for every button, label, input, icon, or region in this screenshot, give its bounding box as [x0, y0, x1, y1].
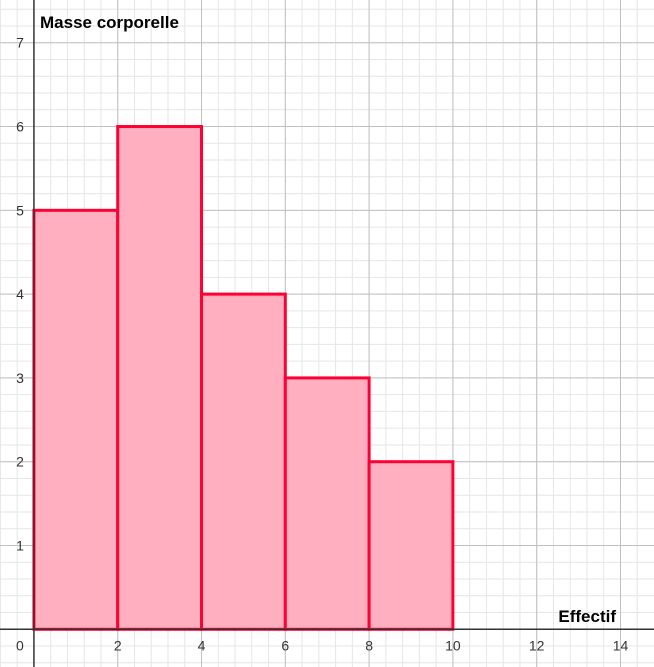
x-tick-label: 2: [114, 637, 122, 653]
y-axis-label: Masse corporelle: [40, 13, 179, 32]
y-tick-label: 5: [16, 202, 24, 218]
y-tick-label: 3: [16, 370, 24, 386]
histogram-bar-1: [116, 125, 204, 631]
x-tick-label: 0: [16, 637, 24, 653]
histogram-bar-4: [367, 460, 455, 631]
y-tick-label: 6: [16, 119, 24, 135]
x-tick-label: 6: [281, 637, 289, 653]
bars: [32, 125, 455, 631]
x-axis-label: Effectif: [558, 607, 616, 626]
histogram-bar-2: [200, 292, 287, 631]
x-tick-label: 4: [198, 637, 206, 653]
y-tick-label: 4: [16, 286, 24, 302]
x-tick-label: 12: [529, 637, 545, 653]
y-tick-label: 1: [16, 537, 24, 553]
y-tick-label: 2: [16, 454, 24, 470]
x-tick-label: 8: [365, 637, 373, 653]
x-tick-label: 14: [613, 637, 629, 653]
x-tick-label: 10: [445, 637, 461, 653]
histogram-bar-3: [283, 376, 371, 631]
y-tick-label: 7: [16, 35, 24, 51]
histogram-bar-0: [32, 208, 120, 631]
